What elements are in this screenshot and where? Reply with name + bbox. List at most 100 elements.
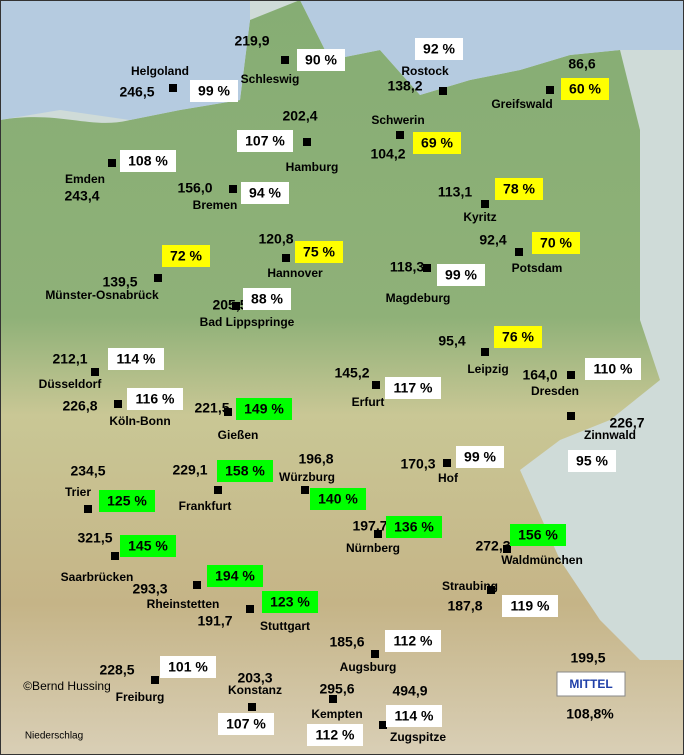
- station-amount: 221,5: [194, 400, 229, 416]
- station-marker: [546, 86, 554, 94]
- percent-box: [99, 490, 155, 512]
- station-marker: [229, 185, 237, 193]
- station-percent: 140 %: [318, 491, 358, 507]
- station-amount: 113,1: [438, 184, 472, 200]
- station-name: Helgoland: [131, 64, 189, 78]
- station-amount: 95,4: [438, 333, 465, 349]
- percent-box: [385, 377, 441, 399]
- station-percent: 117 %: [394, 380, 433, 396]
- station-name: Waldmünchen: [501, 553, 583, 567]
- station-marker: [114, 400, 122, 408]
- station-amount: 228,5: [99, 662, 134, 678]
- station-name: Trier: [65, 485, 91, 499]
- percent-box: [413, 132, 461, 154]
- station-marker: [372, 381, 380, 389]
- station-amount: 243,4: [64, 188, 99, 204]
- station-amount: 229,1: [172, 462, 207, 478]
- station-marker: [503, 545, 511, 553]
- station-percent: 112 %: [316, 727, 355, 743]
- percent-box: [495, 178, 543, 200]
- station-percent: 92 %: [423, 41, 455, 57]
- legend-label: MITTEL: [569, 677, 612, 691]
- percent-box: [297, 49, 345, 71]
- station-marker: [423, 264, 431, 272]
- percent-box: [127, 388, 183, 410]
- station-percent: 90 %: [305, 52, 337, 68]
- percent-box: [494, 326, 542, 348]
- station-marker: [379, 721, 387, 729]
- station-percent: 99 %: [464, 449, 496, 465]
- station-percent: 114 %: [117, 351, 156, 367]
- percent-box: [561, 78, 609, 100]
- station-percent: 60 %: [569, 81, 601, 97]
- station-percent: 76 %: [502, 329, 534, 345]
- percent-box: [120, 535, 176, 557]
- station-percent: 136 %: [394, 519, 434, 535]
- station-marker: [84, 505, 92, 513]
- station-marker: [282, 254, 290, 262]
- station-marker: [303, 138, 311, 146]
- station-amount: 246,5: [119, 84, 154, 100]
- station-marker: [481, 200, 489, 208]
- station-marker: [515, 248, 523, 256]
- station-amount: 187,8: [447, 598, 482, 614]
- station-marker: [193, 581, 201, 589]
- percent-box: [241, 182, 289, 204]
- station-marker: [151, 676, 159, 684]
- station-percent: 94 %: [249, 185, 281, 201]
- station-marker: [396, 131, 404, 139]
- station-marker: [481, 348, 489, 356]
- station-amount: 272,3: [475, 538, 510, 554]
- station-amount: 191,7: [197, 613, 232, 629]
- station-percent: 88 %: [251, 291, 283, 307]
- station-percent: 149 %: [244, 401, 284, 417]
- percent-box: [386, 705, 442, 727]
- station-name: Düsseldorf: [39, 377, 103, 391]
- station-percent: 158 %: [225, 463, 265, 479]
- station-marker: [439, 87, 447, 95]
- station-name: Kempten: [311, 707, 362, 721]
- station-amount: 185,6: [329, 634, 364, 650]
- station-amount: 120,8: [258, 231, 293, 247]
- station-marker: [487, 586, 495, 594]
- percent-box: [262, 591, 318, 613]
- station-name: Münster-Osnabrück: [45, 288, 159, 302]
- station-percent: 119 %: [511, 598, 550, 614]
- station-amount: 196,8: [298, 451, 333, 467]
- station-percent: 114 %: [395, 708, 434, 724]
- station-marker: [248, 703, 256, 711]
- percent-box: [532, 232, 580, 254]
- station-percent: 95 %: [576, 453, 608, 469]
- station-amount: 139,5: [102, 274, 137, 290]
- station-amount: 203,3: [237, 670, 272, 686]
- station-marker: [567, 412, 575, 420]
- station-percent: 108 %: [128, 153, 168, 169]
- station-name: Hamburg: [286, 160, 339, 174]
- station-name: Dresden: [531, 384, 579, 398]
- station-percent: 125 %: [107, 493, 147, 509]
- station-name: Emden: [65, 172, 105, 186]
- station-marker: [374, 530, 382, 538]
- percent-box: [568, 450, 616, 472]
- station-amount: 321,5: [77, 530, 112, 546]
- station-name: Schleswig: [241, 72, 300, 86]
- station-amount: 92,4: [479, 232, 506, 248]
- credit: ©Bernd Hussing: [23, 679, 111, 693]
- station-name: Konstanz: [228, 683, 282, 697]
- station-amount: 170,3: [400, 456, 435, 472]
- station-name: Bad Lippspringe: [200, 315, 295, 329]
- station-name: Hof: [438, 471, 459, 485]
- legend-percent: 108,8%: [566, 706, 614, 722]
- station-percent: 107 %: [245, 133, 285, 149]
- station-name: Zinnwald: [584, 428, 636, 442]
- station-amount: 234,5: [70, 463, 105, 479]
- station-amount: 494,9: [392, 683, 427, 699]
- station-name: Rostock: [401, 64, 449, 78]
- station-amount: 86,6: [568, 56, 595, 72]
- station-percent: 75 %: [303, 244, 335, 260]
- station-percent: 123 %: [270, 594, 310, 610]
- station-marker: [108, 159, 116, 167]
- percent-box: [207, 565, 263, 587]
- station-amount: 293,3: [132, 581, 167, 597]
- percent-box: [437, 264, 485, 286]
